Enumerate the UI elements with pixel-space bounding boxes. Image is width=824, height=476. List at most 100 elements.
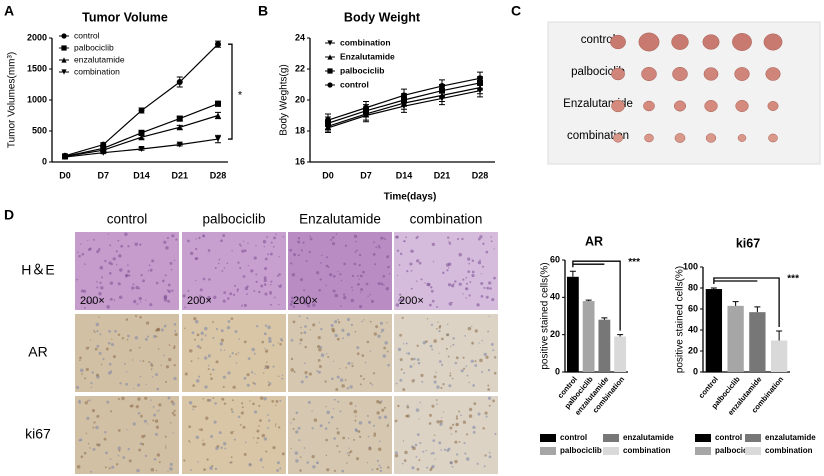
cell [98,316,100,318]
cell [127,245,130,248]
cell [91,301,94,304]
cell [230,461,233,464]
cell [387,423,390,425]
cell [165,380,168,383]
cell [440,337,444,341]
cell [354,330,357,333]
micrograph [75,232,179,310]
cell [300,249,303,252]
cell [378,464,381,467]
cell [454,459,458,464]
cell [487,388,491,391]
cell [346,317,351,322]
cell [290,296,294,300]
legend-label: palbociclib [560,446,602,455]
cell [455,356,459,360]
cell [264,266,268,271]
cell [117,282,121,286]
cell [357,275,359,277]
cell [193,338,196,341]
cell [447,447,451,451]
cell [229,292,233,296]
cell [330,323,334,328]
cell [347,361,351,365]
cell [373,432,377,435]
cell [96,286,99,289]
cell [212,320,215,323]
cell [300,326,302,329]
cell [416,433,420,437]
cell [362,377,365,380]
cell [382,354,387,358]
cell [222,234,226,238]
cell [373,241,375,244]
cell [347,437,350,440]
cell [208,364,210,367]
cell [165,246,169,250]
cell [454,280,457,283]
cell [90,386,93,389]
cell [340,305,342,307]
cell [138,448,142,452]
cell [112,355,116,359]
cell [173,347,176,350]
cell [295,411,299,415]
cell [325,454,328,457]
cell [110,410,113,413]
cell [206,398,210,402]
cell [413,363,415,365]
cell [266,361,268,363]
cell [246,373,250,377]
cell [213,295,217,300]
cell [275,404,277,407]
cell [465,297,467,299]
cell [430,286,433,289]
cell [256,442,258,444]
cell [299,278,303,282]
cell [334,333,338,338]
cell [238,243,241,246]
marker [215,100,221,107]
cell [381,328,385,332]
cell [145,299,147,301]
cell [419,441,422,445]
cell [226,326,231,330]
cell [214,467,218,471]
cell [445,347,448,350]
cell [335,233,338,235]
cell [308,250,311,254]
cell [182,294,186,298]
cell [76,278,79,281]
cell [253,290,256,293]
micrograph [288,396,392,474]
cell [106,400,110,404]
cell [384,238,387,241]
cell [280,284,282,287]
cell [395,382,398,385]
cell [380,282,384,286]
cell [440,363,444,367]
cell [83,451,87,455]
cell [127,264,129,267]
y-tick-label: 20 [295,94,305,104]
cell [380,331,383,334]
cell [99,298,102,301]
tumor [672,66,688,82]
cell [195,279,197,281]
cell [455,415,458,418]
cell [355,240,357,243]
cell [430,452,433,455]
cell [117,333,121,336]
cell [134,242,138,246]
cell [158,461,161,464]
cell [222,385,225,388]
cell [292,320,296,324]
cell [223,402,227,405]
cell [117,239,120,242]
cell [418,418,420,420]
cell [278,256,280,258]
cell [115,250,118,253]
significance-bracket [572,260,621,331]
cell [135,285,139,290]
legend-label: control [340,79,369,89]
